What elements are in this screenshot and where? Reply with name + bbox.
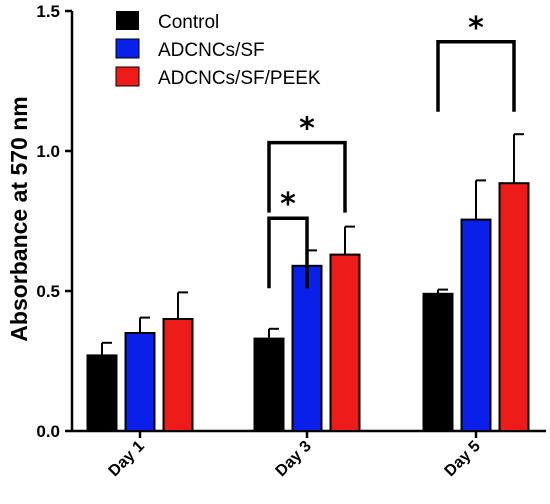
bar (86, 354, 118, 432)
bar (460, 218, 492, 432)
significance-bracket (267, 140, 347, 213)
significance-star: * (280, 187, 296, 222)
bar (291, 264, 323, 432)
plot-area: 0.0 0.5 1.0 1.5 Day 1 Day 3 Day 5 * * * (36, 2, 546, 480)
x-tick-label: Day 1 (106, 438, 148, 480)
legend-swatch-control (116, 11, 139, 30)
y-tick-label: 1.5 (36, 2, 60, 21)
significance-star: * (299, 112, 315, 147)
y-tick-label: 0.0 (36, 422, 60, 441)
bar (329, 253, 361, 432)
significance-bracket (267, 216, 309, 289)
y-tick-label: 0.5 (36, 282, 60, 301)
x-tick-label: Day 5 (442, 438, 484, 480)
significance-star: * (468, 11, 484, 46)
legend-label-control: Control (158, 12, 219, 33)
y-tick-label: 1.0 (36, 142, 60, 161)
x-tick-label: Day 3 (273, 438, 315, 480)
bar (162, 318, 194, 432)
legend-label-adcncs-sf-peek: ADCNCs/SF/PEEK (158, 68, 321, 89)
y-axis-title: Absorbance at 570 nm (6, 96, 32, 341)
legend: Control ADCNCs/SF ADCNCs/SF/PEEK (115, 11, 321, 89)
significance-bracket (436, 40, 516, 112)
bar (253, 337, 285, 433)
bar (422, 292, 454, 432)
legend-swatch-adcncs-sf (115, 38, 140, 59)
bar (124, 332, 156, 432)
bar (498, 182, 530, 432)
legend-swatch-adcncs-sf-peek (115, 66, 140, 87)
legend-label-adcncs-sf: ADCNCs/SF (158, 40, 265, 61)
